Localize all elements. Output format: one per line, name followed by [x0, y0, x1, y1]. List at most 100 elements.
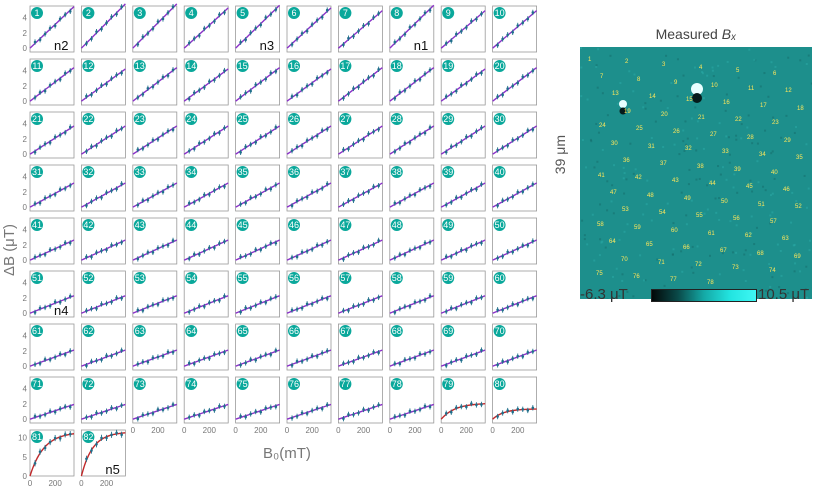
panel-number: 30 — [495, 114, 505, 124]
data-point — [223, 69, 226, 72]
panel-badge — [133, 7, 146, 19]
data-point — [295, 359, 299, 363]
dark-dipole — [692, 93, 702, 103]
data-point — [203, 27, 206, 30]
noise-speck — [794, 262, 797, 265]
data-point — [320, 15, 324, 19]
data-point — [511, 302, 515, 306]
panel-badge — [185, 166, 198, 178]
data-point — [146, 198, 150, 202]
noise-speck — [665, 54, 668, 57]
panel-number: 73 — [135, 379, 145, 389]
data-point — [58, 133, 62, 137]
panel-81: 0 5 10 0 200 81 — [18, 429, 75, 488]
panel-number: 32 — [83, 167, 93, 177]
noise-speck — [779, 249, 782, 252]
panel-14: 14 — [183, 58, 229, 106]
data-point — [58, 78, 62, 81]
data-point — [68, 405, 72, 409]
data-point — [146, 32, 150, 35]
fit-line — [492, 67, 538, 102]
panel-70: 70 — [492, 323, 538, 371]
fit-line — [132, 67, 178, 102]
data-point — [501, 255, 504, 258]
data-point — [136, 148, 140, 151]
data-point — [100, 302, 103, 306]
y-tick-label: 0 — [23, 472, 28, 481]
data-point — [506, 360, 509, 364]
panel-number: 69 — [443, 326, 453, 336]
data-point — [315, 355, 319, 358]
data-point — [249, 31, 252, 35]
data-point — [413, 136, 417, 140]
panel-number: 81 — [32, 432, 42, 442]
noise-speck — [651, 146, 654, 149]
panel-badge — [442, 60, 455, 72]
fit-line — [235, 4, 281, 49]
panel-51: 0 2 4 51 n4 — [23, 270, 75, 318]
panel-badge — [133, 272, 146, 284]
panel-badge — [442, 219, 455, 231]
data-point — [362, 80, 365, 83]
panel-badge — [133, 325, 146, 337]
data-point — [203, 356, 206, 360]
data-point — [161, 354, 165, 358]
fit-line — [337, 67, 383, 102]
data-point — [408, 248, 412, 252]
panel-badge — [31, 378, 43, 390]
data-point — [305, 302, 309, 306]
panel-badge — [288, 378, 300, 390]
noise-speck — [596, 86, 599, 89]
data-point — [377, 128, 380, 131]
data-point — [300, 31, 304, 35]
data-point — [249, 196, 252, 199]
fit-line — [235, 67, 281, 102]
data-point — [310, 190, 314, 194]
noise-speck — [632, 295, 635, 298]
panel-72: 72 — [81, 376, 126, 424]
data-point — [146, 250, 150, 254]
data-point — [110, 134, 113, 138]
noise-speck — [606, 180, 609, 183]
data-point — [367, 22, 370, 26]
x-tick-label: 200 — [408, 426, 422, 435]
panel-tag: n4 — [54, 303, 68, 318]
data-point — [398, 362, 402, 366]
site-label: 69 — [794, 254, 801, 260]
site-label: 48 — [647, 193, 654, 199]
noise-speck — [699, 262, 702, 265]
fit-line — [440, 182, 486, 208]
noise-speck — [680, 250, 683, 253]
noise-speck — [735, 138, 738, 141]
fit-line — [286, 7, 332, 49]
panel-35: 35 — [235, 164, 281, 212]
noise-speck — [585, 166, 588, 169]
data-point — [428, 8, 432, 12]
data-point — [120, 296, 123, 300]
data-point — [33, 255, 37, 259]
data-point — [63, 405, 67, 408]
noise-speck — [792, 244, 795, 247]
data-point — [90, 255, 93, 259]
y-tick-label: 4 — [23, 385, 28, 394]
panel-badge — [82, 272, 95, 284]
noise-speck — [595, 65, 598, 68]
site-label: 70 — [621, 257, 628, 263]
colorbar-max-label: 10.5 μT — [758, 286, 810, 303]
site-label: 56 — [733, 216, 740, 222]
noise-speck — [612, 212, 615, 215]
data-point — [161, 244, 165, 248]
noise-speck — [771, 276, 774, 279]
noise-speck — [632, 172, 635, 175]
data-point — [166, 129, 170, 133]
data-point — [213, 78, 216, 82]
data-point — [449, 306, 453, 310]
data-point — [166, 350, 170, 354]
data-point — [48, 141, 52, 144]
data-point — [85, 94, 88, 98]
data-point — [115, 296, 118, 300]
panel-badge — [236, 219, 249, 231]
noise-speck — [805, 143, 808, 146]
data-point — [454, 307, 458, 310]
data-point — [413, 23, 417, 26]
